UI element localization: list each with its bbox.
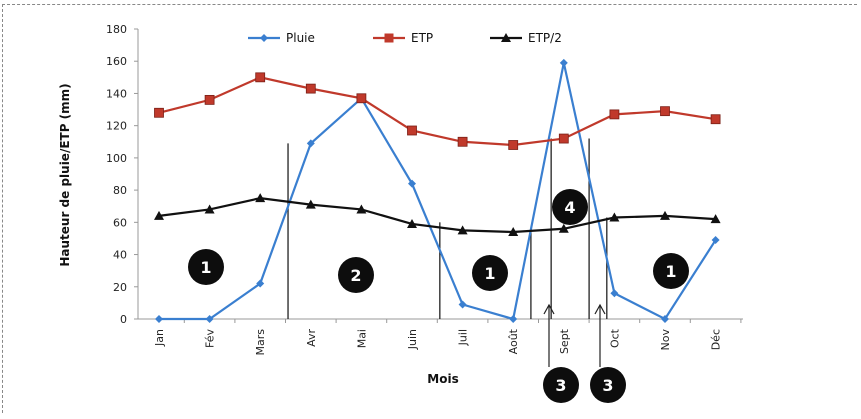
- data-point: [204, 204, 215, 214]
- x-tick-label: Mars: [254, 329, 267, 356]
- y-tick-label: 80: [113, 184, 127, 197]
- series-line-pluie: [159, 62, 717, 321]
- data-point: [356, 204, 367, 214]
- data-point: [255, 193, 266, 203]
- data-point: [408, 179, 416, 188]
- y-tick-label: 20: [113, 281, 127, 294]
- zone-marker-label: 4: [564, 198, 575, 217]
- legend-label: ETP: [411, 31, 433, 45]
- zone-markers: 1 2 1 4 1 3 3: [188, 189, 689, 403]
- zone-arrow-head: [594, 303, 606, 315]
- zone-marker: [543, 367, 579, 403]
- zone-marker-label: 1: [484, 264, 495, 283]
- x-tick-label: Avr: [305, 329, 318, 347]
- data-point: [711, 236, 720, 245]
- data-point: [660, 106, 670, 117]
- data-point: [559, 58, 568, 67]
- x-axis-label: Mois: [427, 372, 458, 386]
- y-tick-label: 60: [113, 216, 127, 229]
- data-point: [306, 139, 315, 148]
- data-point: [356, 93, 367, 104]
- zone-marker: [338, 257, 374, 293]
- zone-marker-label: 3: [602, 376, 613, 395]
- series-layer: [154, 58, 721, 323]
- data-point: [610, 289, 619, 298]
- x-tick-label: Août: [507, 328, 520, 354]
- data-point: [661, 315, 669, 323]
- data-point: [609, 212, 620, 222]
- x-tick-label: Juil: [457, 329, 470, 346]
- zone-dividers: [287, 138, 608, 319]
- data-point: [609, 109, 620, 120]
- data-point: [710, 214, 721, 224]
- data-point: [457, 225, 468, 235]
- legend: Pluie ETP ETP/2: [248, 31, 562, 45]
- x-tick-label: Oct: [608, 328, 621, 348]
- data-point: [558, 223, 569, 233]
- y-tick-label: 180: [106, 23, 127, 36]
- x-tick-label: Déc: [710, 329, 723, 350]
- legend-marker: [260, 34, 268, 42]
- data-point: [407, 125, 417, 136]
- y-axis: 0 20 40 60 80 100 120 140 160 180: [106, 23, 139, 326]
- data-point: [155, 315, 163, 323]
- series-line-etp: [158, 76, 716, 147]
- x-tick-label: Jan: [153, 329, 166, 347]
- y-tick-label: 100: [106, 152, 127, 165]
- x-axis: Jan Fév Mars Avr Mai Juin Juil Août Sept Oct Nov Dé…: [138, 318, 743, 356]
- zone-marker: [552, 189, 588, 225]
- y-tick-label: 120: [106, 120, 127, 133]
- zone-marker: [653, 253, 689, 289]
- zone-marker-label: 2: [350, 266, 361, 285]
- data-point: [458, 300, 467, 309]
- data-point: [154, 107, 164, 118]
- y-tick-label: 0: [120, 313, 127, 326]
- legend-marker: [501, 33, 511, 42]
- y-axis-label: Hauteur de pluie/ETP (mm): [58, 83, 72, 266]
- data-point: [407, 218, 417, 228]
- data-point: [305, 199, 316, 209]
- zone-marker-label: 1: [665, 262, 676, 281]
- chart-frame: 0 20 40 60 80 100 120 140 160 180 Jan Fév Mars Avr Ma…: [2, 4, 857, 413]
- data-point: [256, 279, 265, 288]
- data-point: [305, 83, 316, 94]
- chart: 0 20 40 60 80 100 120 140 160 180 Jan Fév Mars Avr Ma…: [58, 23, 743, 403]
- y-tick-label: 40: [113, 249, 127, 262]
- x-tick-label: Mai: [355, 329, 368, 348]
- zone-marker-label: 1: [200, 258, 211, 277]
- data-point: [509, 315, 518, 323]
- y-tick-label: 140: [106, 87, 127, 100]
- data-point: [710, 114, 721, 125]
- data-point: [508, 227, 519, 236]
- legend-label: ETP/2: [528, 31, 562, 45]
- zone-marker: [188, 249, 224, 285]
- x-tick-label: Juin: [406, 329, 419, 350]
- x-tick-label: Sept: [558, 328, 571, 354]
- zone-marker: [472, 255, 508, 291]
- data-point: [508, 140, 519, 150]
- data-point: [154, 210, 164, 220]
- data-point: [255, 72, 266, 83]
- data-point: [204, 94, 215, 105]
- data-point: [205, 315, 214, 323]
- data-point: [660, 210, 670, 220]
- legend-label: Pluie: [286, 31, 315, 45]
- data-point: [457, 136, 468, 147]
- x-tick-label: Fév: [204, 329, 217, 348]
- legend-marker: [384, 33, 394, 43]
- zone-marker-label: 3: [555, 376, 566, 395]
- series-line-etp: [158, 197, 716, 234]
- zone-marker: [590, 367, 626, 403]
- x-tick-label: Nov: [659, 329, 672, 351]
- zone-arrow-head: [543, 303, 555, 315]
- data-point: [558, 133, 569, 144]
- y-tick-label: 160: [106, 55, 127, 68]
